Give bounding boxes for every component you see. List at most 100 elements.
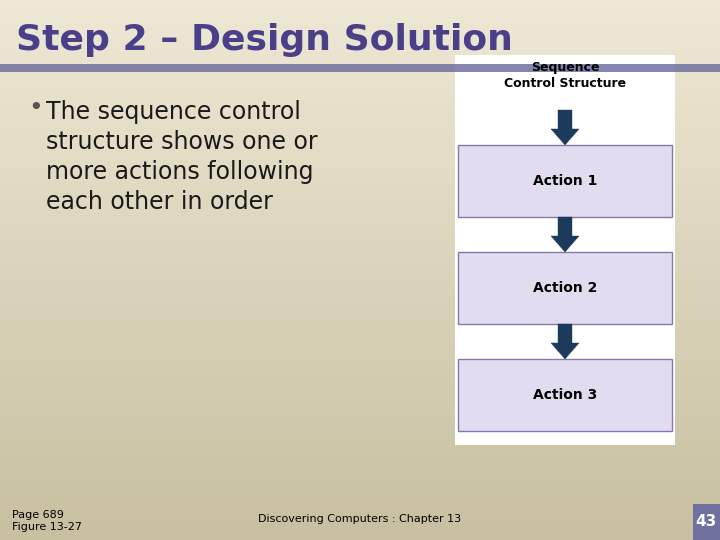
Bar <box>0 340 720 343</box>
Bar <box>0 343 720 346</box>
Bar <box>458 252 672 324</box>
Bar <box>0 92 720 94</box>
Bar <box>0 435 720 437</box>
Bar <box>0 143 720 146</box>
Bar <box>0 184 720 186</box>
Text: more actions following: more actions following <box>46 160 313 184</box>
Bar <box>0 84 720 86</box>
Bar <box>0 489 720 491</box>
Bar <box>0 294 720 297</box>
Bar <box>0 491 720 494</box>
Bar <box>0 510 720 513</box>
Bar <box>0 27 720 30</box>
Bar <box>0 400 720 402</box>
Bar <box>0 130 720 132</box>
Bar <box>0 440 720 443</box>
Bar <box>0 429 720 432</box>
Bar <box>0 448 720 451</box>
Bar <box>0 181 720 184</box>
Bar <box>0 321 720 324</box>
Bar <box>0 89 720 92</box>
Bar <box>0 32 720 35</box>
Bar <box>0 251 720 254</box>
Text: Discovering Computers : Chapter 13: Discovering Computers : Chapter 13 <box>258 514 462 524</box>
Bar <box>0 351 720 354</box>
Bar <box>0 148 720 151</box>
Bar <box>0 64 720 72</box>
Bar <box>0 140 720 143</box>
Bar <box>0 459 720 462</box>
Bar <box>0 211 720 213</box>
Bar <box>0 22 720 24</box>
Bar <box>0 338 720 340</box>
Bar <box>0 270 720 273</box>
Bar <box>0 497 720 500</box>
Bar <box>0 178 720 181</box>
Bar <box>0 500 720 502</box>
Bar <box>0 122 720 124</box>
Bar <box>0 284 720 286</box>
Bar <box>0 216 720 219</box>
Bar <box>0 138 720 140</box>
Bar <box>0 186 720 189</box>
Bar <box>0 176 720 178</box>
Text: •: • <box>28 96 42 120</box>
Bar <box>0 327 720 329</box>
Bar <box>0 81 720 84</box>
Bar <box>0 97 720 100</box>
Bar <box>0 167 720 170</box>
Bar <box>0 86 720 89</box>
Bar <box>0 173 720 176</box>
Bar <box>0 259 720 262</box>
Bar <box>0 235 720 238</box>
Bar <box>0 424 720 427</box>
Bar <box>0 103 720 105</box>
Bar <box>0 389 720 392</box>
Bar <box>0 324 720 327</box>
Bar <box>0 305 720 308</box>
Bar <box>0 470 720 472</box>
Bar <box>0 494 720 497</box>
Bar <box>0 518 720 521</box>
Bar <box>0 427 720 429</box>
Bar <box>0 70 720 73</box>
Bar <box>0 35 720 38</box>
Bar <box>0 197 720 200</box>
Text: Action 2: Action 2 <box>533 281 597 295</box>
Bar <box>0 165 720 167</box>
Bar <box>0 219 720 221</box>
Bar <box>0 310 720 313</box>
Bar <box>0 472 720 475</box>
Bar <box>0 65 720 68</box>
Bar <box>0 313 720 316</box>
Bar <box>0 232 720 235</box>
Bar <box>0 386 720 389</box>
Bar <box>0 526 720 529</box>
Bar <box>0 521 720 524</box>
Bar <box>0 154 720 157</box>
Bar <box>0 132 720 135</box>
Bar <box>0 59 720 62</box>
Bar <box>0 483 720 486</box>
Bar <box>0 46 720 49</box>
Bar <box>0 481 720 483</box>
Bar <box>0 275 720 278</box>
Bar <box>0 378 720 381</box>
Bar <box>0 51 720 54</box>
Bar <box>0 462 720 464</box>
Bar <box>0 62 720 65</box>
Text: Figure 13-27: Figure 13-27 <box>12 522 82 532</box>
Bar <box>0 127 720 130</box>
Bar <box>0 437 720 440</box>
Bar <box>0 508 720 510</box>
Bar <box>0 416 720 418</box>
Bar <box>0 248 720 251</box>
Bar <box>0 302 720 305</box>
Bar <box>0 30 720 32</box>
Bar <box>0 119 720 122</box>
Bar <box>0 151 720 154</box>
Bar <box>0 513 720 516</box>
Bar <box>0 319 720 321</box>
Bar <box>0 202 720 205</box>
Bar <box>0 532 720 535</box>
